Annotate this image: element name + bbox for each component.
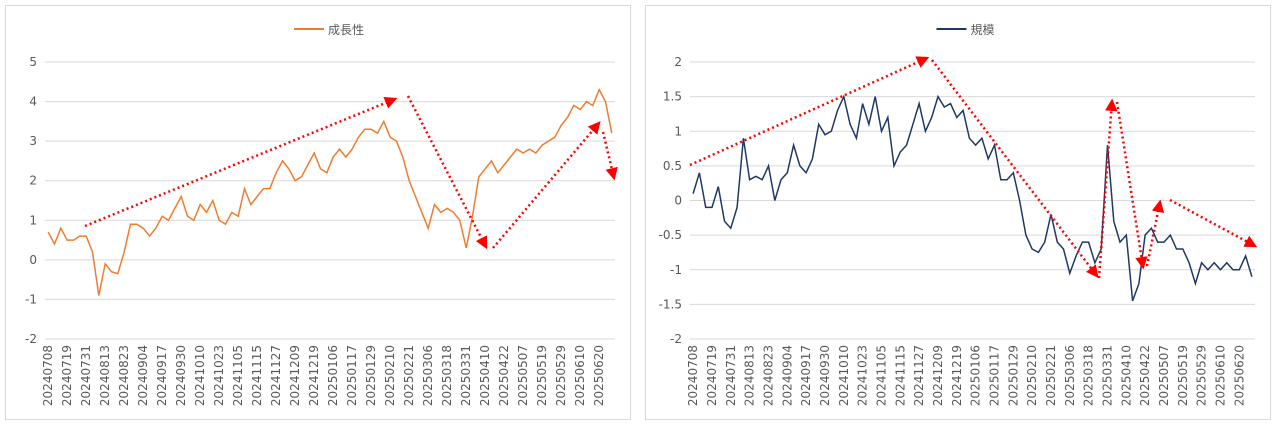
x-tick-label: 20250610: [1213, 345, 1227, 406]
x-tick-label: 20250221: [1044, 345, 1058, 406]
x-tick-label: 20240708: [41, 345, 55, 406]
y-tick-label: -1: [670, 263, 682, 277]
x-tick-label: 20240813: [743, 345, 757, 406]
x-tick-label: 20250306: [421, 345, 435, 406]
y-tick-label: 0: [29, 253, 37, 267]
x-tick-label: 20250620: [1232, 345, 1246, 406]
x-tick-label: 20250129: [1006, 345, 1020, 406]
x-tick-label: 20241115: [893, 345, 907, 406]
x-tick-label: 20241127: [912, 345, 926, 406]
x-tick-label: 20250221: [402, 345, 416, 406]
x-tick-label: 20240719: [705, 345, 719, 406]
x-tick-label: 20241209: [288, 345, 302, 406]
x-tick-label: 20250610: [573, 345, 587, 406]
y-tick-label: 0: [674, 194, 682, 208]
x-tick-label: 20250129: [364, 345, 378, 406]
legend-label: 成長性: [328, 23, 364, 37]
y-tick-label: -1.5: [659, 297, 682, 311]
x-tick-label: 20240917: [155, 345, 169, 406]
panel: [645, 5, 1271, 420]
x-tick-label: 20250210: [383, 345, 397, 406]
y-tick-label: 2: [674, 55, 682, 69]
x-tick-label: 20250519: [535, 345, 549, 406]
x-tick-label: 20250331: [1100, 345, 1114, 406]
x-tick-label: 20240823: [117, 345, 131, 406]
x-tick-label: 20241105: [231, 345, 245, 406]
y-tick-label: -1: [25, 292, 37, 306]
x-tick-label: 20250106: [326, 345, 340, 406]
y-tick-label: -0.5: [659, 228, 682, 242]
x-tick-label: 20241023: [856, 345, 870, 406]
x-tick-label: 20250318: [440, 345, 454, 406]
x-tick-label: 20250117: [987, 345, 1001, 406]
x-tick-label: 20241010: [193, 345, 207, 406]
x-tick-label: 20250519: [1176, 345, 1190, 406]
x-tick-label: 20241219: [307, 345, 321, 406]
x-tick-label: 20240731: [79, 345, 93, 406]
y-tick-label: 3: [29, 134, 37, 148]
x-tick-label: 20250318: [1082, 345, 1096, 406]
x-tick-label: 20241209: [931, 345, 945, 406]
x-tick-label: 20240904: [780, 345, 794, 406]
y-tick-label: 2: [29, 174, 37, 188]
x-tick-label: 20241105: [874, 345, 888, 406]
series-line: [47, 87, 613, 296]
y-tick-label: 0.5: [663, 159, 682, 173]
x-tick-label: 20250620: [592, 345, 606, 406]
x-tick-label: 20250106: [969, 345, 983, 406]
annotation-arrows: [84, 56, 1258, 279]
x-tick-label: 20240917: [799, 345, 813, 406]
y-tick-label: 5: [29, 55, 37, 69]
charts: -2 -1 0 1 2 3 4 5 20240708 20240719 20240731 202408…: [25, 22, 1255, 406]
x-tick-label: 20240813: [98, 345, 112, 406]
x-tick-label: 20250210: [1025, 345, 1039, 406]
y-tick-label: -2: [670, 332, 682, 346]
x-tick-label: 20241219: [950, 345, 964, 406]
x-tick-label: 20250529: [1195, 345, 1209, 406]
x-tick-label: 20250507: [516, 345, 530, 406]
x-tick-label: 20250117: [345, 345, 359, 406]
y-tick-label: 1: [674, 124, 682, 138]
x-tick-label: 20240930: [174, 345, 188, 406]
x-tick-label: 20241127: [269, 345, 283, 406]
x-tick-label: 20241023: [212, 345, 226, 406]
x-tick-label: 20241115: [250, 345, 264, 406]
y-tick-label: 1: [29, 213, 37, 227]
x-tick-label: 20250529: [554, 345, 568, 406]
x-tick-label: 20240930: [818, 345, 832, 406]
x-tick-label: 20240719: [60, 345, 74, 406]
x-tick-label: 20250410: [1119, 345, 1133, 406]
x-tick-label: 20240731: [724, 345, 738, 406]
x-tick-label: 20250410: [478, 345, 492, 406]
x-tick-label: 20250331: [459, 345, 473, 406]
x-tick-label: 20250306: [1063, 345, 1077, 406]
panel: [5, 5, 631, 420]
legend-label: 規模: [971, 22, 995, 37]
x-tick-label: 20240708: [686, 345, 700, 406]
x-tick-label: 20240823: [761, 345, 775, 406]
y-tick-label: -2: [25, 332, 37, 346]
x-tick-label: 20240904: [136, 345, 150, 406]
y-tick-label: 4: [29, 95, 37, 109]
y-tick-label: 1.5: [663, 90, 682, 104]
x-tick-label: 20250422: [497, 345, 511, 406]
x-tick-label: 20250422: [1138, 345, 1152, 406]
x-tick-label: 20241010: [837, 345, 851, 406]
series-line: [692, 94, 1253, 302]
x-tick-label: 20250507: [1157, 345, 1171, 406]
